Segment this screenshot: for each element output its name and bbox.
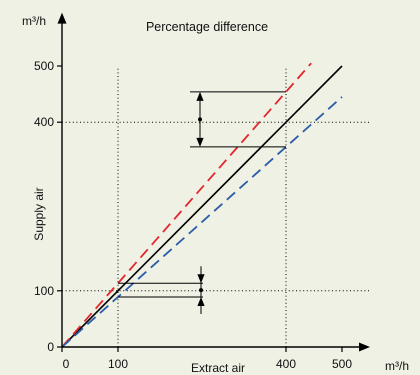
y-axis-unit: m³/h	[22, 14, 46, 28]
y-tick-label-500: 500	[34, 59, 54, 73]
difference-annotations	[118, 91, 286, 314]
bracket-arrowhead-up	[196, 91, 204, 101]
bracket-midpoint-dot	[198, 117, 202, 122]
axes	[57, 12, 370, 352]
x-axis-label: Extract air	[191, 361, 245, 375]
x-axis-unit: m³/h	[385, 359, 409, 373]
x-tick-label-500: 500	[332, 357, 352, 371]
reference-lines	[62, 68, 370, 347]
series-lines	[61, 62, 343, 348]
bracket-arrowhead-down	[196, 137, 204, 147]
x-tick-label-400: 400	[276, 357, 296, 371]
y-tick-label-400: 400	[34, 115, 54, 129]
series-line-1	[61, 65, 343, 348]
bracket-arrowhead-down	[197, 274, 205, 284]
difference-bracket-x-400	[190, 91, 286, 148]
series-line-3	[61, 96, 343, 348]
x-tick-label-100: 100	[108, 357, 128, 371]
bracket-midpoint-dot	[199, 288, 203, 293]
y-tick-label-100: 100	[34, 284, 54, 298]
ticks: 0 100 400 500 0 100 400 500	[34, 59, 352, 371]
x-axis-arrowhead	[359, 342, 370, 352]
chart-title: Percentage difference	[146, 20, 268, 34]
series-line-2	[61, 62, 312, 348]
bracket-arrowhead-up	[197, 296, 205, 306]
y-axis-arrowhead	[57, 12, 67, 24]
y-axis-label: Supply air	[32, 187, 46, 240]
difference-bracket-x-100	[118, 266, 205, 314]
x-tick-label-0: 0	[63, 357, 70, 371]
y-tick-label-0: 0	[47, 340, 54, 354]
